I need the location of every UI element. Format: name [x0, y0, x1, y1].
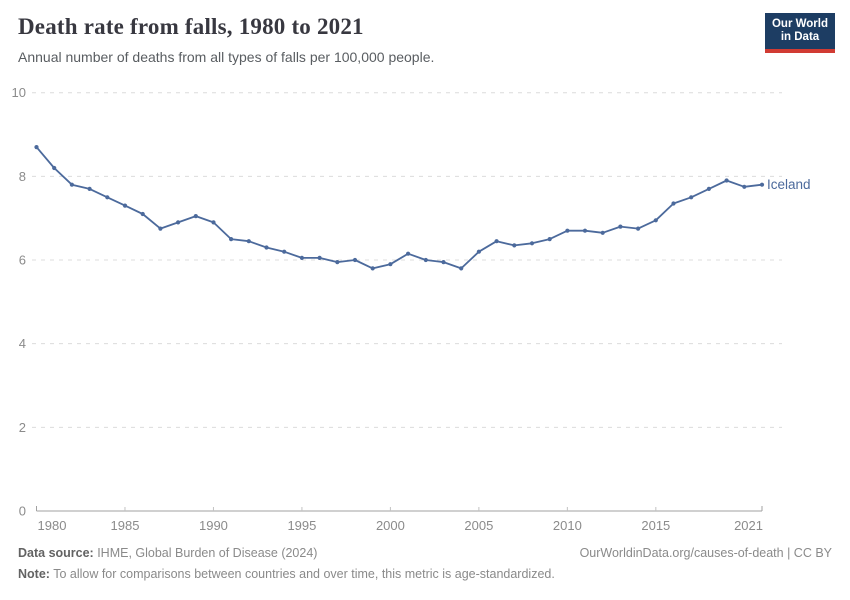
data-point-iceland-1987[interactable] [158, 226, 163, 231]
data-point-iceland-2004[interactable] [459, 266, 464, 271]
data-point-iceland-2013[interactable] [618, 224, 623, 229]
data-source-text: Data source: IHME, Global Burden of Dise… [18, 543, 317, 564]
x-tick-label-2010: 2010 [553, 518, 582, 533]
chart-subtitle: Annual number of deaths from all types o… [18, 49, 435, 65]
y-tick-label-0: 0 [19, 504, 26, 519]
data-point-iceland-1998[interactable] [352, 257, 358, 263]
data-point-iceland-1983[interactable] [87, 186, 92, 191]
data-point-iceland-2000[interactable] [388, 262, 393, 267]
owid-logo[interactable]: Our World in Data [765, 13, 835, 53]
owid-url-link[interactable]: OurWorldinData.org/causes-of-death | CC … [579, 546, 832, 560]
data-point-iceland-2014[interactable] [636, 226, 641, 231]
owid-logo-line1: Our World [771, 18, 828, 30]
y-tick-label-10: 10 [12, 85, 26, 100]
y-tick-label-2: 2 [19, 420, 26, 435]
data-point-iceland-2006[interactable] [494, 239, 499, 244]
y-tick-label-6: 6 [19, 253, 26, 268]
note-value: To allow for comparisons between countri… [49, 567, 555, 582]
data-point-iceland-2017[interactable] [689, 195, 694, 200]
owid-logo-line2: in Data [780, 31, 820, 43]
x-tick-label-1980: 1980 [38, 518, 67, 533]
data-point-iceland-1986[interactable] [140, 211, 145, 217]
data-point-iceland-1991[interactable] [229, 237, 234, 242]
data-point-iceland-1980[interactable] [34, 145, 39, 150]
data-point-iceland-1992[interactable] [246, 239, 251, 244]
x-tick-label-1985: 1985 [111, 518, 140, 533]
data-point-iceland-2021[interactable] [759, 182, 765, 187]
page-title: Death rate from falls, 1980 to 2021 [18, 14, 364, 39]
data-point-iceland-2001[interactable] [406, 251, 411, 256]
series-label-iceland[interactable]: Iceland [767, 177, 811, 192]
data-point-iceland-2018[interactable] [706, 186, 712, 191]
y-tick-label-8: 8 [19, 169, 26, 184]
x-tick-label-2000: 2000 [376, 518, 405, 533]
data-point-iceland-1999[interactable] [370, 266, 375, 271]
chart-header: Death rate from falls, 1980 to 2021 Annu… [18, 14, 750, 65]
data-point-iceland-1994[interactable] [282, 249, 287, 254]
data-point-iceland-2005[interactable] [476, 249, 481, 254]
data-point-iceland-1995[interactable] [299, 255, 304, 260]
data-point-iceland-1981[interactable] [52, 165, 57, 171]
data-point-iceland-1988[interactable] [176, 220, 181, 225]
data-point-iceland-2019[interactable] [724, 178, 729, 183]
x-tick-label-2021: 2021 [734, 518, 763, 533]
data-point-iceland-2012[interactable] [600, 230, 605, 235]
data-point-iceland-2009[interactable] [547, 237, 552, 242]
line-chart-canvas[interactable]: 0 2 4 6 8 10 1980 1985 1990 1995 2000 2005 2010 2015 2… [0, 85, 850, 540]
data-point-iceland-1997[interactable] [335, 260, 340, 265]
data-point-iceland-1989[interactable] [193, 214, 198, 219]
chart-line-iceland[interactable] [35, 146, 763, 270]
footer-source-row: Data source: IHME, Global Burden of Dise… [18, 543, 832, 564]
data-point-iceland-2002[interactable] [423, 257, 428, 263]
data-point-iceland-1982[interactable] [69, 182, 74, 187]
data-point-iceland-1993[interactable] [264, 245, 269, 250]
note-label: Note: [18, 567, 50, 582]
data-point-iceland-2007[interactable] [512, 243, 517, 248]
data-point-iceland-2003[interactable] [441, 260, 446, 265]
x-tick-label-2005: 2005 [464, 518, 493, 533]
x-tick-label-1990: 1990 [199, 518, 228, 533]
data-point-iceland-2011[interactable] [582, 228, 588, 233]
x-tick-label-2015: 2015 [641, 518, 670, 533]
data-point-iceland-1996[interactable] [317, 255, 322, 260]
data-point-iceland-1990[interactable] [211, 220, 216, 225]
data-point-iceland-2008[interactable] [529, 241, 535, 246]
y-tick-label-4: 4 [19, 336, 26, 351]
data-source-label: Data source: [18, 546, 94, 560]
data-point-iceland-1985[interactable] [122, 203, 128, 208]
x-tick-label-1995: 1995 [287, 518, 316, 533]
chart-footer: Data source: IHME, Global Burden of Dise… [18, 543, 832, 586]
data-point-iceland-2016[interactable] [671, 201, 676, 206]
data-source-value: IHME, Global Burden of Disease (2024) [93, 546, 318, 560]
data-point-iceland-2020[interactable] [742, 184, 747, 189]
chart-area[interactable]: 0 2 4 6 8 10 1980 1985 1990 1995 2000 2005 2010 2015 2… [0, 85, 850, 540]
data-point-iceland-2015[interactable] [653, 218, 658, 223]
data-point-iceland-1984[interactable] [105, 195, 110, 200]
data-point-iceland-2010[interactable] [565, 228, 570, 233]
footer-note-row: Note: To allow for comparisons between c… [18, 564, 832, 585]
